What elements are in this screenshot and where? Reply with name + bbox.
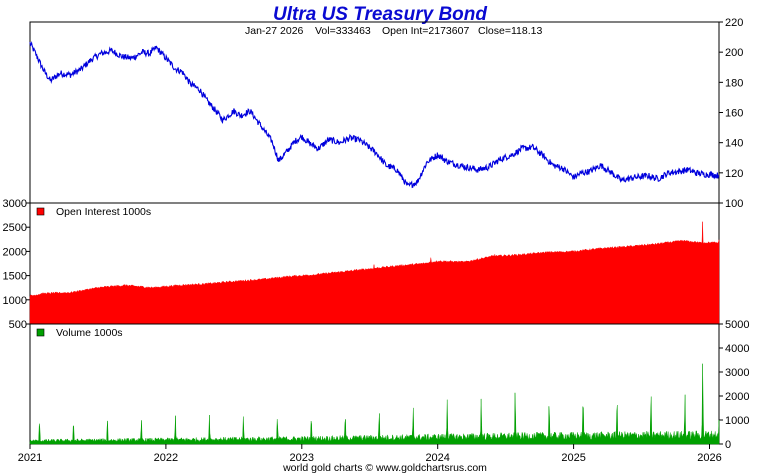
footer-credit: world gold charts © www.goldchartsrus.co… [282,462,487,474]
info-volume: Vol=333463 [315,25,371,37]
x-tick-label: 2022 [154,452,178,464]
volume-y-tick-label: 3000 [725,367,749,379]
x-tick-label: 2021 [18,452,42,464]
x-axis: 2021 2022 2023 2024 2025 2026 [18,444,722,464]
info-close: Close=118.13 [478,25,542,37]
volume-y-tick-label: 5000 [725,319,749,331]
price-frame [29,21,720,204]
open_interest-legend-label: Open Interest 1000s [56,206,151,218]
info-date: Jan-27 2026 [245,25,304,37]
x-tick-label: 2025 [561,452,585,464]
open_interest-y-tick-label: 3000 [3,198,27,210]
volume-bars [29,363,720,445]
open-interest-panel: 500 1000 1500 2000 2500 3000 Open Interest 100… [3,198,720,331]
volume-legend-label: Volume 1000s [56,327,123,339]
price-panel: 100 120 140 160 180 200 220 [29,17,743,210]
price-y-tick-label: 160 [725,108,743,120]
info-open-interest: Open Int=2173607 [382,25,469,37]
volume-y-tick-label: 4000 [725,343,749,355]
x-tick-label: 2026 [697,452,721,464]
open-interest-area [29,221,720,325]
open_interest-y-tick-label: 1500 [3,271,27,283]
price-y-tick-label: 120 [725,168,743,180]
info-line: Jan-27 2026 Vol=333463 Open Int=2173607 … [245,25,542,37]
open_interest-y-tick-label: 2000 [3,246,27,258]
chart-title: Ultra US Treasury Bond [273,4,487,25]
x-tick-label: 2024 [425,452,449,464]
x-tick-label: 2023 [290,452,314,464]
price-y-tick-label: 200 [725,47,743,59]
volume-panel: 0 1000 2000 3000 4000 5000 Volume 1000s [29,319,749,451]
open_interest-legend-swatch [36,207,45,216]
open_interest-y-tick-label: 1000 [3,295,27,307]
open_interest-y-tick-label: 2500 [3,222,27,234]
price-y-tick-label: 180 [725,77,743,89]
volume-frame [29,323,720,445]
volume-legend-swatch [36,328,45,337]
price-y-tick-label: 220 [725,17,743,29]
open_interest-y-tick-label: 500 [9,319,27,331]
price-y-tick-label: 100 [725,198,743,210]
volume-y-tick-label: 0 [725,439,731,451]
price-y-tick-label: 140 [725,138,743,150]
volume-y-tick-label: 1000 [725,415,749,427]
volume-y-tick-label: 2000 [725,391,749,403]
price-line [29,41,720,189]
